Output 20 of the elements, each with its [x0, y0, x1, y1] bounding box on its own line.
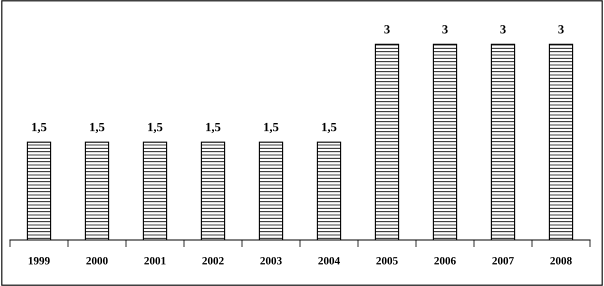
x-tick-label: 2002: [202, 256, 224, 264]
data-label: 3: [384, 25, 390, 34]
x-tick-label: 2006: [434, 256, 456, 264]
data-label: 1,5: [206, 122, 220, 134]
x-tick-label: 2007: [492, 256, 514, 264]
data-label: 3: [558, 25, 564, 34]
x-tick-label: 2008: [550, 256, 572, 264]
data-label: 1,5: [322, 122, 336, 134]
x-tick-label: 2003: [260, 256, 282, 264]
data-label: 3: [442, 25, 448, 34]
x-tick-label: 2005: [376, 256, 398, 264]
x-tick-label: 2004: [318, 256, 340, 264]
x-tick-label: 2001: [144, 256, 166, 264]
data-label: 1,5: [264, 122, 278, 134]
data-label: 3: [500, 25, 506, 34]
data-label: 1,5: [90, 122, 104, 134]
data-label: 1,5: [148, 122, 162, 134]
x-tick-label: 1999: [28, 257, 50, 264]
x-tick-label: 2000: [86, 256, 108, 264]
data-label: 1,5: [32, 122, 46, 134]
